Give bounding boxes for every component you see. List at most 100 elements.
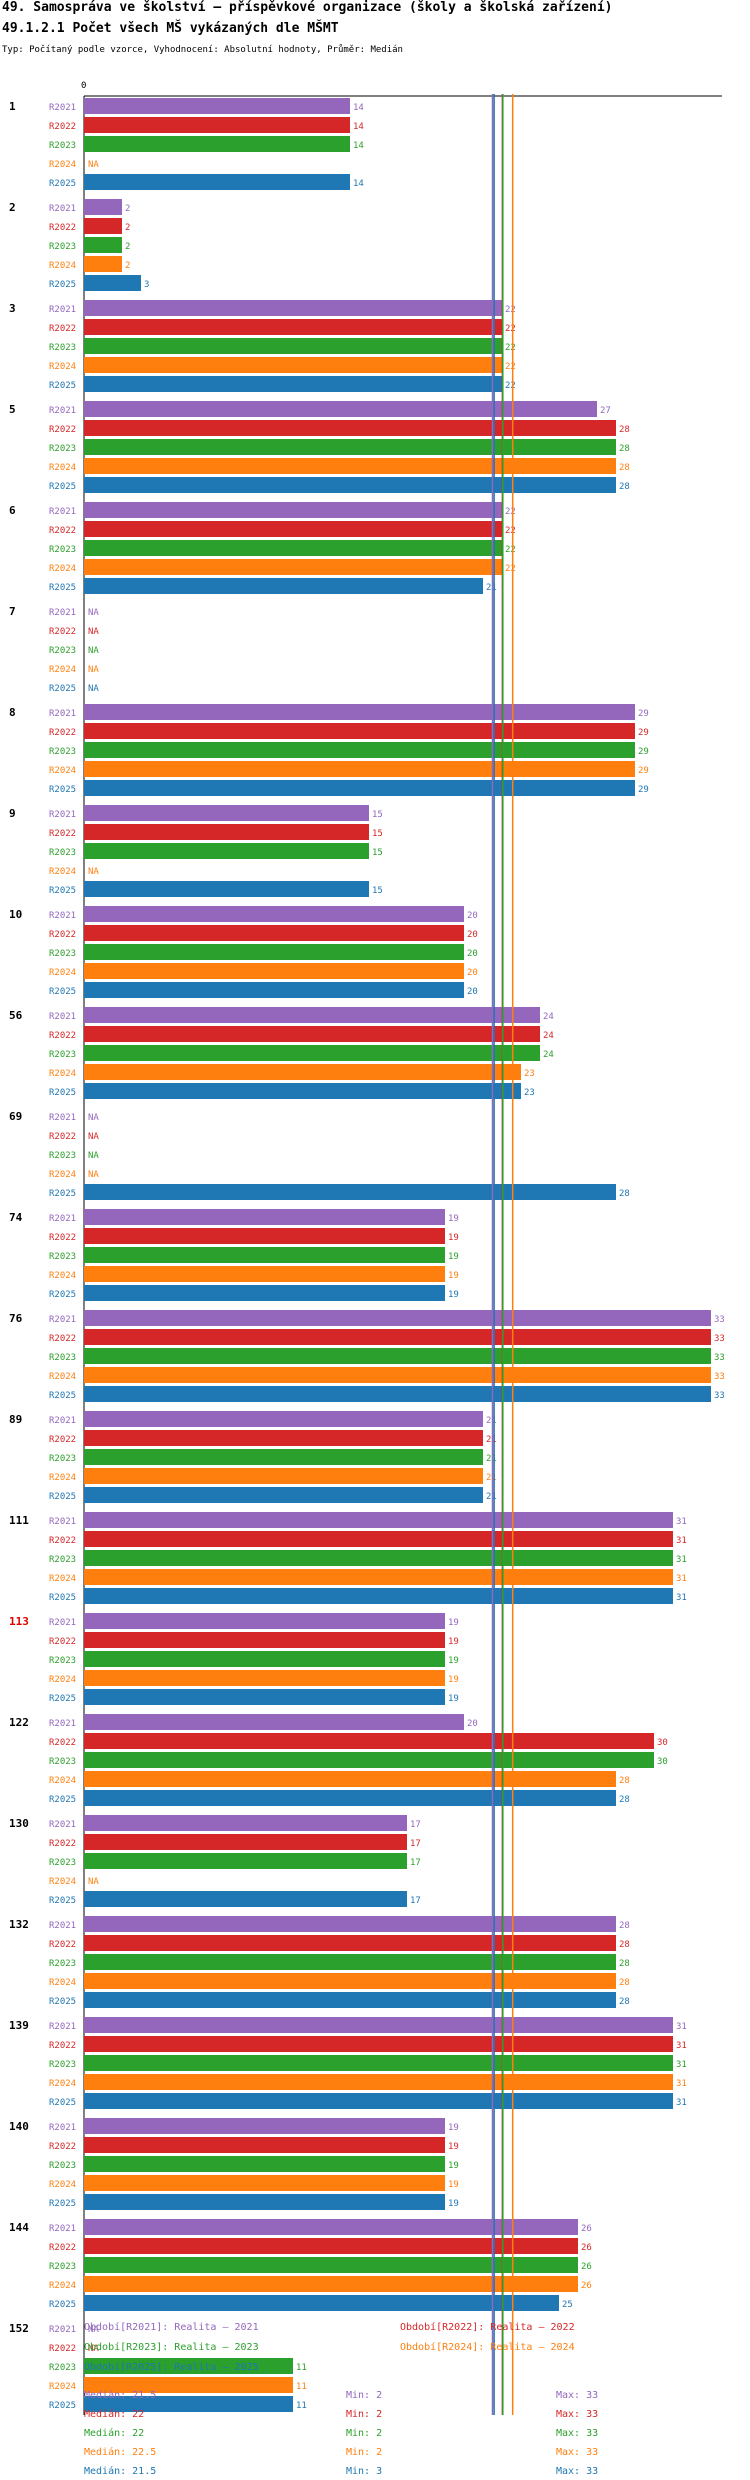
series-label: R2022 bbox=[49, 1334, 76, 1344]
bar-130-R2021 bbox=[84, 1815, 407, 1831]
value-label: 11 bbox=[296, 2363, 307, 2373]
value-label: 15 bbox=[372, 829, 383, 839]
bar-113-R2025 bbox=[84, 1689, 445, 1705]
legend-item: Období[R2022]: Realita – 2022 bbox=[400, 2321, 575, 2333]
bar-139-R2025 bbox=[84, 2093, 673, 2109]
value-label: 29 bbox=[638, 785, 649, 795]
series-label: R2025 bbox=[49, 280, 76, 290]
bar-130-R2023 bbox=[84, 1853, 407, 1869]
value-label: 22 bbox=[505, 324, 516, 334]
series-label: R2024 bbox=[49, 1877, 76, 1887]
bar-140-R2023 bbox=[84, 2156, 445, 2172]
value-label: 31 bbox=[676, 1536, 687, 1546]
legend-item: Období[R2025]: Realita – 2025 bbox=[84, 2361, 259, 2373]
series-label: R2024 bbox=[49, 2382, 76, 2392]
series-label: R2025 bbox=[49, 785, 76, 795]
series-label: R2021 bbox=[49, 1012, 76, 1022]
series-label: R2021 bbox=[49, 608, 76, 618]
bar-130-R2025 bbox=[84, 1891, 407, 1907]
legend-item: Období[R2023]: Realita – 2023 bbox=[84, 2341, 259, 2353]
series-label: R2021 bbox=[49, 1315, 76, 1325]
series-label: R2021 bbox=[49, 2325, 76, 2335]
group-label-5: 5 bbox=[9, 403, 16, 416]
value-label: 26 bbox=[581, 2262, 592, 2272]
series-label: R2022 bbox=[49, 1536, 76, 1546]
value-label: 27 bbox=[600, 406, 611, 416]
bar-10-R2021 bbox=[84, 906, 464, 922]
series-label: R2025 bbox=[49, 1593, 76, 1603]
value-label: 29 bbox=[638, 747, 649, 757]
series-label: R2024 bbox=[49, 766, 76, 776]
group-label-140: 140 bbox=[9, 2120, 29, 2133]
value-label: 19 bbox=[448, 1252, 459, 1262]
series-label: R2022 bbox=[49, 324, 76, 334]
bar-139-R2021 bbox=[84, 2017, 673, 2033]
bar-8-R2022 bbox=[84, 723, 635, 739]
bar-9-R2025 bbox=[84, 881, 369, 897]
chart-parameters: Typ: Počítaný podle vzorce, Vyhodnocení:… bbox=[2, 45, 403, 55]
series-label: R2025 bbox=[49, 886, 76, 896]
bar-152-R2025 bbox=[84, 2396, 293, 2412]
bar-132-R2024 bbox=[84, 1973, 616, 1989]
value-label: 26 bbox=[581, 2243, 592, 2253]
series-label: R2023 bbox=[49, 1959, 76, 1969]
na-label: NA bbox=[88, 160, 99, 170]
series-label: R2021 bbox=[49, 1517, 76, 1527]
series-label: R2024 bbox=[49, 1372, 76, 1382]
series-label: R2023 bbox=[49, 1151, 76, 1161]
series-label: R2024 bbox=[49, 665, 76, 675]
value-label: 21 bbox=[486, 583, 497, 593]
series-label: R2024 bbox=[49, 2180, 76, 2190]
value-label: 15 bbox=[372, 848, 383, 858]
group-label-139: 139 bbox=[9, 2019, 29, 2032]
bar-74-R2024 bbox=[84, 1266, 445, 1282]
bar-152-R2023 bbox=[84, 2358, 293, 2374]
bar-140-R2025 bbox=[84, 2194, 445, 2210]
value-label: 26 bbox=[581, 2281, 592, 2291]
series-label: R2025 bbox=[49, 1189, 76, 1199]
value-label: 19 bbox=[448, 1656, 459, 1666]
bar-8-R2025 bbox=[84, 780, 635, 796]
group-label-144: 144 bbox=[9, 2221, 29, 2234]
axis-zero-label: 0 bbox=[81, 81, 86, 91]
bar-8-R2023 bbox=[84, 742, 635, 758]
bar-6-R2021 bbox=[84, 502, 502, 518]
series-label: R2024 bbox=[49, 2281, 76, 2291]
value-label: 17 bbox=[410, 1858, 421, 1868]
value-label: 28 bbox=[619, 1776, 630, 1786]
value-label: 19 bbox=[448, 2123, 459, 2133]
group-label-6: 6 bbox=[9, 504, 16, 517]
legend-item: Období[R2021]: Realita – 2021 bbox=[84, 2321, 259, 2333]
series-label: R2022 bbox=[49, 122, 76, 132]
group-label-152: 152 bbox=[9, 2322, 29, 2335]
bar-89-R2024 bbox=[84, 1468, 483, 1484]
value-label: 21 bbox=[486, 1492, 497, 1502]
value-label: 2 bbox=[125, 223, 130, 233]
bar-76-R2021 bbox=[84, 1310, 711, 1326]
value-label: 3 bbox=[144, 280, 149, 290]
bar-76-R2025 bbox=[84, 1386, 711, 1402]
value-label: 15 bbox=[372, 810, 383, 820]
value-label: 33 bbox=[714, 1372, 725, 1382]
stat-max: Max: 33 bbox=[556, 2409, 598, 2420]
na-label: NA bbox=[88, 665, 99, 675]
value-label: 17 bbox=[410, 1896, 421, 1906]
bar-152-R2024 bbox=[84, 2377, 293, 2393]
series-label: R2022 bbox=[49, 1031, 76, 1041]
bar-3-R2021 bbox=[84, 300, 502, 316]
series-label: R2021 bbox=[49, 305, 76, 315]
series-label: R2021 bbox=[49, 1214, 76, 1224]
series-label: R2022 bbox=[49, 1435, 76, 1445]
series-label: R2023 bbox=[49, 848, 76, 858]
value-label: 22 bbox=[505, 305, 516, 315]
value-label: 17 bbox=[410, 1820, 421, 1830]
bar-89-R2025 bbox=[84, 1487, 483, 1503]
series-label: R2023 bbox=[49, 545, 76, 555]
series-label: R2024 bbox=[49, 1271, 76, 1281]
series-label: R2021 bbox=[49, 1719, 76, 1729]
bar-6-R2025 bbox=[84, 578, 483, 594]
stat-median: Medián: 21.5 bbox=[84, 2465, 156, 2477]
stat-median: Medián: 21.5 bbox=[84, 2389, 156, 2401]
stat-median: Medián: 22.5 bbox=[84, 2446, 156, 2458]
value-label: 19 bbox=[448, 2161, 459, 2171]
